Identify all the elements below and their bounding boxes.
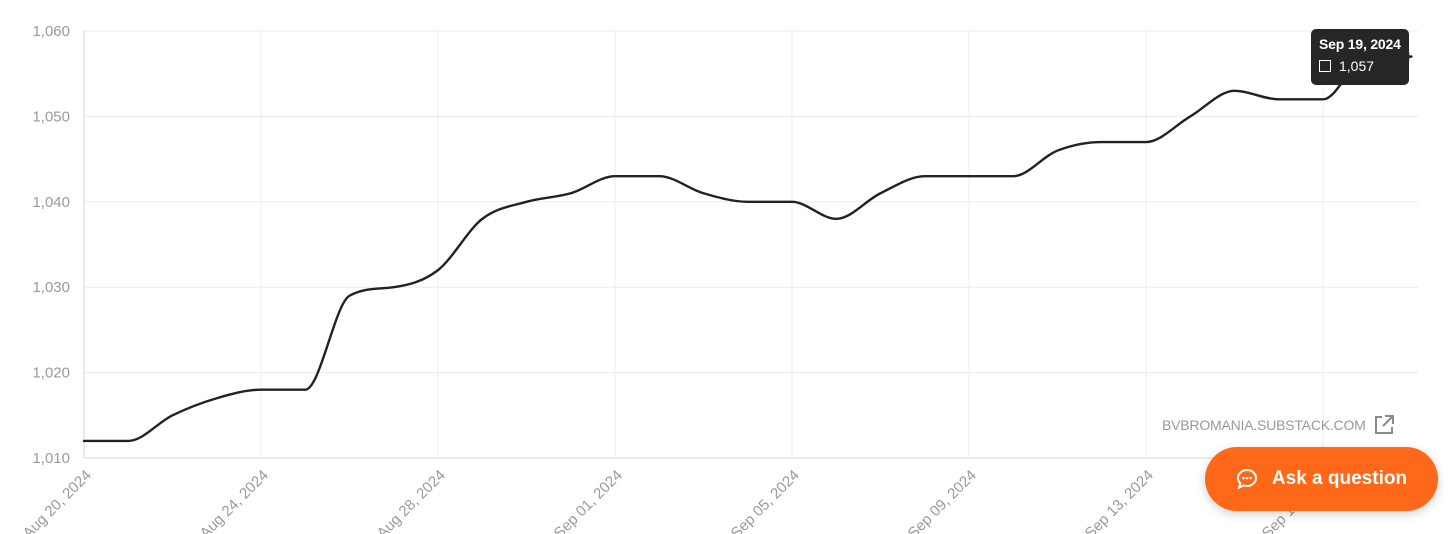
tooltip-value: 1,057 xyxy=(1339,58,1375,74)
series-line xyxy=(82,55,1413,443)
grid xyxy=(83,30,1418,459)
y-tick-label: 1,050 xyxy=(32,108,70,125)
chat-bubble-icon xyxy=(1236,468,1257,490)
external-link-icon[interactable] xyxy=(1372,413,1396,437)
x-tick-label: Aug 20, 2024 xyxy=(20,467,95,534)
x-tick-label: Sep 09, 2024 xyxy=(905,467,980,534)
y-tick-label: 1,040 xyxy=(32,194,70,211)
x-tick-label: Sep 01, 2024 xyxy=(551,467,626,534)
y-axis-ticks: 1,010 1,020 1,030 1,040 1,050 1,060 xyxy=(32,23,70,467)
x-tick-label: Sep 05, 2024 xyxy=(728,467,803,534)
series-swatch xyxy=(1319,60,1331,72)
y-tick-label: 1,010 xyxy=(32,450,70,467)
ask-question-button[interactable]: Ask a question xyxy=(1205,447,1438,511)
ask-question-label: Ask a question xyxy=(1271,468,1408,489)
tooltip-row: 1,057 xyxy=(1319,58,1401,74)
tooltip-caret xyxy=(1409,50,1410,63)
source-link[interactable]: BVBROMANIA.SUBSTACK.COM xyxy=(1162,413,1396,437)
y-tick-label: 1,030 xyxy=(32,279,70,296)
x-tick-label: Aug 24, 2024 xyxy=(197,467,272,534)
hover-tooltip: Sep 19, 2024 1,057 xyxy=(1311,29,1409,85)
tooltip-date: Sep 19, 2024 xyxy=(1319,36,1401,52)
x-tick-label: Sep 13, 2024 xyxy=(1082,467,1157,534)
y-tick-label: 1,060 xyxy=(32,23,70,40)
source-label: BVBROMANIA.SUBSTACK.COM xyxy=(1162,417,1366,433)
x-axis-ticks: Aug 20, 2024 Aug 24, 2024 Aug 28, 2024 Sep … xyxy=(20,467,1334,534)
x-tick-label: Aug 28, 2024 xyxy=(374,467,449,534)
y-tick-label: 1,020 xyxy=(32,365,70,382)
